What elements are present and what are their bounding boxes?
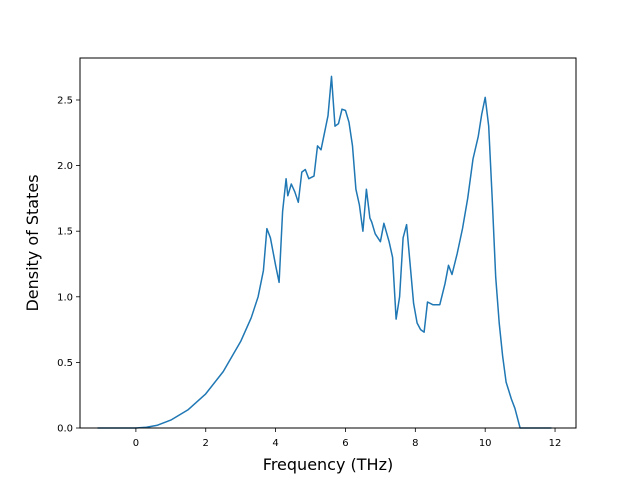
plot-area: [80, 58, 576, 428]
plot-frame: [79, 57, 577, 429]
y-tick-label: 2.0: [57, 161, 73, 172]
x-tick-label: 10: [479, 438, 492, 449]
y-axis-label: Density of States: [23, 174, 42, 311]
y-axis-ticks: 0.0 0.5 1.0 1.5 2.0 2.5: [57, 95, 80, 435]
y-tick-label: 1.0: [57, 292, 73, 303]
x-tick-label: 2: [203, 438, 209, 449]
x-axis-ticks: 0 2 4 6 8 10 12: [133, 428, 562, 449]
x-tick-label: 8: [412, 438, 418, 449]
series-layer: [97, 75, 552, 429]
x-axis-label: Frequency (THz): [263, 455, 393, 474]
y-tick-label: 0.0: [57, 424, 73, 435]
y-tick-label: 0.5: [57, 358, 73, 369]
x-tick-label: 4: [272, 438, 278, 449]
x-tick-label: 6: [342, 438, 348, 449]
x-tick-label: 12: [549, 438, 562, 449]
y-tick-label: 2.5: [57, 95, 73, 106]
x-tick-label: 0: [133, 438, 139, 449]
y-tick-label: 1.5: [57, 227, 73, 238]
dos-series-line-0: [97, 75, 552, 429]
